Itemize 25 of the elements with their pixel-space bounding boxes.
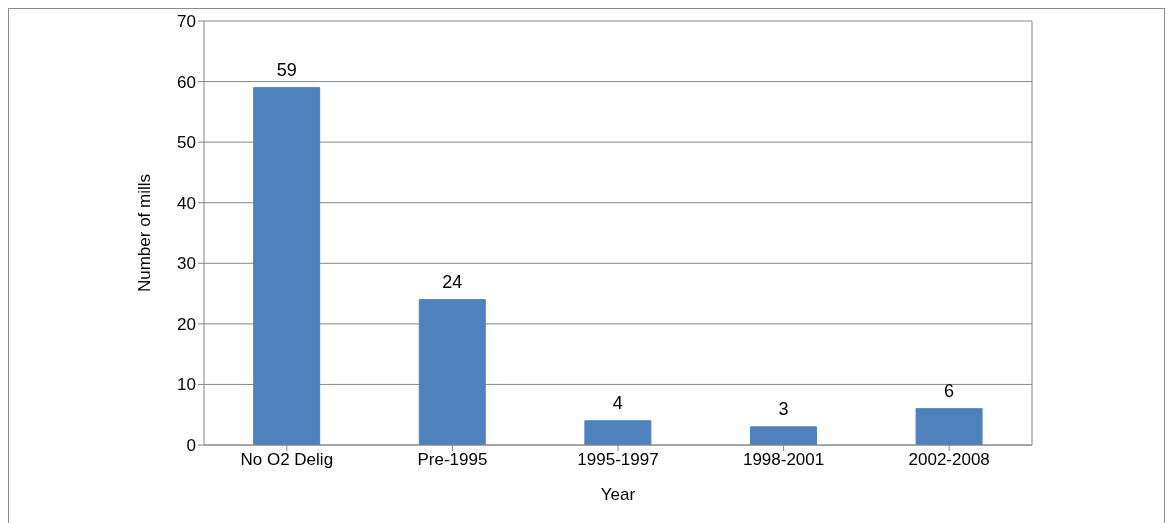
x-tick-label: Pre-1995 (417, 450, 488, 470)
y-tick-label: 70 (177, 12, 196, 32)
x-tick-label: 1995-1997 (577, 450, 659, 470)
bar (253, 87, 321, 445)
x-tick-label: 2002-2008 (908, 450, 990, 470)
y-axis-title: Number of mills (135, 173, 155, 293)
y-tick-label: 40 (177, 193, 196, 213)
y-tick-label: 20 (177, 314, 196, 334)
y-tick-label: 30 (177, 254, 196, 274)
data-label: 24 (442, 271, 463, 292)
y-tick-label: 10 (177, 375, 196, 395)
x-tick-label: No O2 Delig (240, 450, 334, 470)
x-axis-title: Year (600, 485, 636, 504)
bar (749, 426, 817, 445)
y-tick-label: 50 (177, 133, 196, 153)
data-label: 59 (276, 59, 297, 80)
bar (915, 408, 983, 445)
data-label: 3 (778, 398, 789, 419)
x-tick-label: 1998-2001 (742, 450, 825, 470)
data-label: 6 (944, 380, 955, 401)
y-tick-label: 60 (177, 72, 196, 92)
bar (418, 299, 486, 445)
bar (584, 420, 652, 445)
data-label: 4 (612, 392, 623, 413)
y-tick-label: 0 (186, 436, 196, 456)
